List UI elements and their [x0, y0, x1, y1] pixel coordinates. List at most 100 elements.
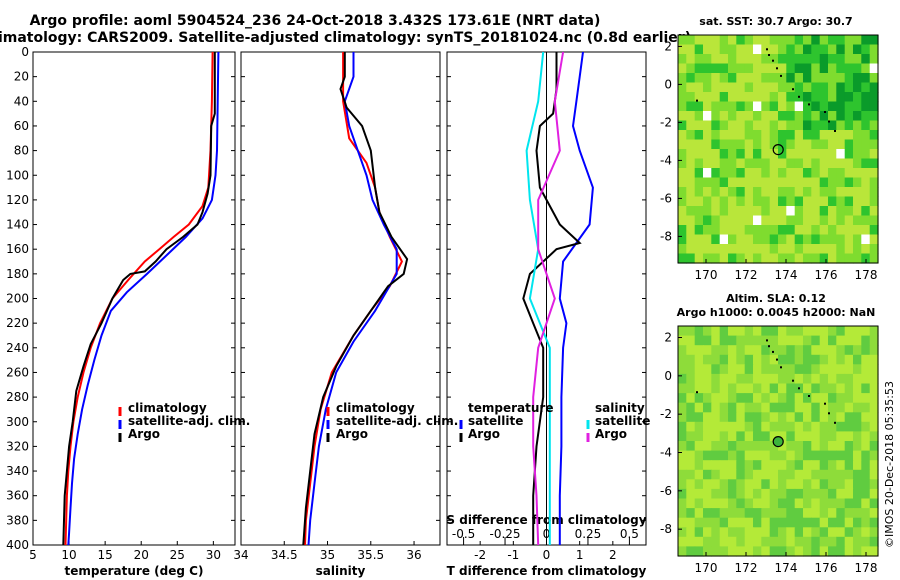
sst-map-cell: [694, 149, 704, 160]
sla-map-cell: [811, 364, 821, 375]
sla-map-cell: [819, 326, 829, 337]
sal-axes-frame: [240, 51, 441, 546]
sst-map-cell: [711, 63, 721, 74]
sla-map-cell: [694, 508, 704, 519]
sst-map-cell: [794, 158, 804, 169]
sla-map-cell: [728, 412, 737, 423]
sst-map-cell: [736, 139, 746, 150]
sst-map-cell: [761, 234, 771, 245]
sla-map-cell: [786, 354, 796, 365]
sst-map-cell: [711, 206, 721, 217]
sst-map-cell: [711, 215, 721, 226]
sla-map-cell: [836, 354, 846, 365]
sla-map-cell: [844, 354, 854, 365]
sst-map-cell: [794, 196, 804, 207]
sla-map-cell: [686, 527, 696, 538]
sst-map-cell: [753, 206, 762, 217]
sst-map-cell: [711, 196, 721, 207]
sst-map-cell: [728, 158, 737, 169]
sst-map-cell: [769, 120, 779, 131]
sst-map-cell: [869, 187, 879, 198]
sla-map-cell: [744, 373, 754, 385]
sla-map-cell: [778, 469, 787, 480]
sst-map-lat-label: -4: [660, 153, 672, 167]
sst-map-cell: [861, 120, 871, 131]
temp-xlabel: temperature (deg C): [65, 564, 204, 578]
sla-map-cell: [753, 421, 762, 432]
sst-map-cell: [719, 168, 729, 179]
sla-map-cell: [711, 354, 721, 365]
sla-map-cell: [819, 421, 829, 432]
sst-map-cell: [736, 73, 746, 84]
sst-map-cell: [861, 44, 871, 55]
sla-map-cell: [769, 508, 779, 519]
sst-map-cell: [828, 82, 837, 93]
sla-map-cell: [811, 354, 821, 365]
sst-map-cell: [711, 177, 721, 188]
sla-map-cell: [861, 326, 871, 337]
sla-map-cell: [786, 364, 796, 375]
sla-map-cell: [678, 536, 687, 547]
sst-map-cell: [794, 120, 804, 131]
sla-map-island: [828, 412, 830, 415]
sst-map-cell: [778, 253, 787, 264]
sst-map-cell: [728, 35, 737, 46]
sst-map-cell: [703, 187, 712, 198]
sst-map-cell: [869, 253, 879, 264]
sst-map-cell: [786, 82, 796, 93]
sst-map-cell: [861, 253, 871, 264]
sla-map-cell: [828, 373, 837, 385]
sst-map-cell: [736, 82, 746, 93]
sla-map-cell: [703, 479, 712, 490]
sla-map-cell: [694, 469, 704, 480]
sst-map-cell: [853, 215, 862, 226]
sst-map-cell: [719, 215, 729, 226]
diff-series-salinity-Argo: [532, 51, 565, 546]
sst-map-cell: [778, 111, 787, 122]
sla-map-island: [792, 379, 794, 382]
sla-map-cell: [819, 469, 829, 480]
sla-map-cell: [719, 345, 729, 356]
sla-map-cell: [819, 402, 829, 413]
sla-map-cell: [853, 450, 862, 461]
sla-map-lon-label: 176: [815, 561, 838, 575]
sla-map-cell: [769, 354, 779, 365]
temp-xtick-label: 15: [98, 548, 113, 562]
sla-map-cell: [828, 431, 837, 442]
sst-map-cell: [844, 215, 854, 226]
sst-map-cell: [811, 54, 821, 65]
diff-legend-temp-satellite: satellite: [468, 414, 523, 428]
sst-map-cell: [819, 234, 829, 245]
sst-map-cell: [744, 111, 754, 122]
sst-map-cell: [861, 149, 871, 160]
sla-map-cell: [778, 402, 787, 413]
sla-map-cell: [761, 546, 771, 557]
sla-map-cell: [794, 402, 804, 413]
sst-map-cell: [719, 196, 729, 207]
sst-map-cell: [711, 253, 721, 264]
sla-map-cell: [844, 517, 854, 528]
sst-map-cell: [703, 139, 712, 150]
sst-map-cell: [828, 139, 837, 150]
sla-map-cell: [736, 441, 746, 452]
diff-salinity-tick-label: 0.5: [620, 527, 639, 541]
sla-map-cell: [694, 345, 704, 356]
sla-map-cell: [844, 383, 854, 394]
sla-map-cell: [869, 364, 879, 375]
sla-map-cell: [844, 441, 854, 452]
sst-map-cell: [753, 244, 762, 255]
sal-series-satellite-adj--clim-: [307, 52, 398, 546]
sal-xlabel: salinity: [316, 564, 366, 578]
sst-map-cell: [853, 187, 862, 198]
sla-map-cell: [769, 364, 779, 375]
sla-map-cell: [811, 383, 821, 394]
sst-map-cell: [728, 92, 737, 103]
sst-map-cell: [711, 73, 721, 84]
sla-map-cell: [711, 508, 721, 519]
sst-map-cell: [869, 168, 879, 179]
sla-map-cell: [761, 479, 771, 490]
sla-map-cell: [836, 460, 846, 471]
sst-map-cell: [786, 92, 796, 103]
sla-map-cell: [819, 498, 829, 509]
diff-legend-salinity-title: salinity: [595, 401, 645, 415]
